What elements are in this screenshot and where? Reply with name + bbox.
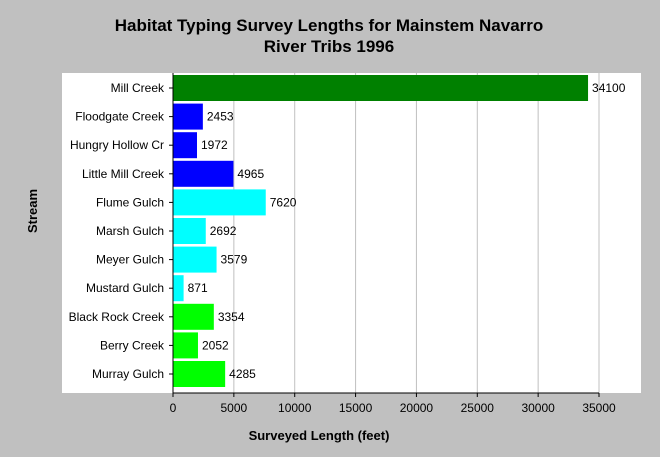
category-label: Meyer Gulch — [96, 253, 164, 267]
data-label: 2692 — [210, 224, 237, 238]
bar — [173, 361, 226, 387]
bar — [173, 332, 198, 359]
x-tick-label: 15000 — [339, 401, 373, 415]
category-label: Flume Gulch — [96, 195, 164, 209]
x-tick-label: 10000 — [278, 401, 312, 415]
x-tick-label: 5000 — [221, 401, 248, 415]
x-tick-label: 35000 — [582, 401, 616, 415]
data-label: 1972 — [201, 138, 228, 152]
bar — [173, 303, 214, 330]
y-axis-title: Stream — [25, 189, 40, 233]
bar — [173, 246, 217, 273]
data-label: 4285 — [229, 367, 256, 381]
chart-title-line-1: Habitat Typing Survey Lengths for Mainst… — [115, 16, 544, 35]
category-label: Berry Creek — [100, 338, 165, 352]
category-label: Floodgate Creek — [75, 110, 165, 124]
x-axis-title: Surveyed Length (feet) — [249, 428, 390, 443]
bar — [173, 160, 234, 187]
category-label: Black Rock Creek — [69, 310, 165, 324]
category-label: Mustard Gulch — [86, 281, 164, 295]
category-label: Murray Gulch — [92, 367, 164, 381]
value-labels: 34100 2453 1972 4965 7620 2692 3579 871 3354 2052… — [188, 81, 626, 381]
x-tick-label: 0 — [170, 401, 177, 415]
data-label: 871 — [188, 281, 208, 295]
plot-area — [62, 73, 641, 393]
bar — [173, 189, 266, 216]
data-label: 4965 — [237, 167, 264, 181]
x-tick-label: 30000 — [521, 401, 555, 415]
bar — [173, 132, 198, 159]
category-label: Mill Creek — [111, 81, 165, 95]
category-label: Little Mill Creek — [82, 167, 165, 181]
bar — [173, 103, 203, 130]
data-label: 7620 — [270, 195, 297, 209]
bar — [173, 75, 589, 101]
x-tick-label: 25000 — [461, 401, 495, 415]
gridlines — [172, 73, 600, 397]
category-label: Marsh Gulch — [96, 224, 164, 238]
data-label: 3354 — [218, 310, 245, 324]
bar — [173, 275, 184, 302]
chart-title-line-2: River Tribs 1996 — [264, 37, 394, 56]
category-labels: Mill Creek Floodgate Creek Hungry Hollow C… — [69, 81, 173, 381]
data-label: 2052 — [202, 338, 229, 352]
data-label: 3579 — [221, 253, 248, 267]
bars — [173, 75, 589, 387]
x-tick-label: 20000 — [400, 401, 434, 415]
data-label: 2453 — [207, 110, 234, 124]
x-tick-labels: 0 5000 10000 15000 20000 25000 30000 35000 — [170, 401, 616, 415]
bar — [173, 218, 206, 244]
category-label: Hungry Hollow Cr — [70, 138, 164, 152]
data-label: 34100 — [592, 81, 626, 95]
